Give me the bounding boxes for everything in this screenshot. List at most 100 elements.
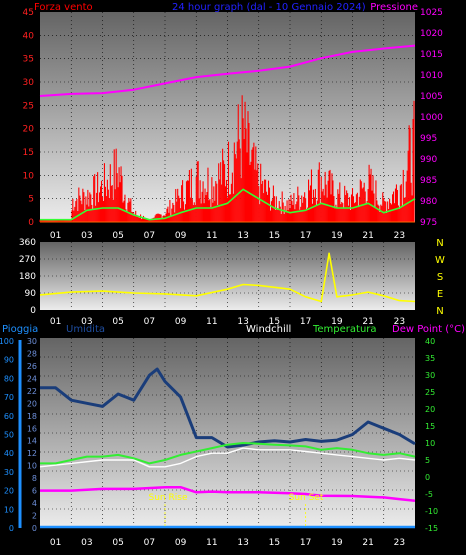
wind-speed-tick: 45 — [23, 8, 34, 18]
x-tick-label: 23 — [394, 317, 405, 327]
x-tick-label: 09 — [175, 317, 187, 327]
humidity-tick: 10 — [27, 462, 37, 471]
temperature-tick: 20 — [425, 405, 435, 414]
x-tick-label: 01 — [50, 231, 61, 241]
x-tick-label: 01 — [50, 538, 61, 548]
wind-dir-tick: 270 — [19, 255, 36, 265]
x-tick-label: 19 — [331, 317, 343, 327]
wind-direction-line — [39, 252, 416, 303]
x-tick-label: 23 — [394, 231, 405, 241]
temperature-tick: 30 — [425, 371, 435, 380]
rain-tick: 70 — [4, 393, 14, 402]
humidity-tick: 0 — [32, 524, 37, 533]
temperature-tick: 5 — [425, 456, 430, 465]
humidity-tick: 12 — [27, 449, 37, 458]
x-tick-label: 19 — [331, 231, 343, 241]
x-tick-label: 05 — [112, 538, 123, 548]
pressure-tick: 1000 — [420, 113, 443, 123]
x-tick-label: 07 — [144, 231, 155, 241]
humidity-tick: 18 — [27, 412, 37, 421]
chart-title: 24 hour graph (dal - 10 Gennaio 2024) — [172, 2, 366, 13]
temperature-tick: 25 — [425, 388, 435, 397]
x-tick-label: 13 — [237, 538, 248, 548]
x-tick-label: 03 — [81, 231, 92, 241]
temperature-tick: 35 — [425, 354, 435, 363]
x-tick-label: 19 — [331, 538, 343, 548]
temp-panel-series — [39, 367, 416, 529]
rain-tick: 40 — [4, 449, 14, 458]
x-tick-label: 09 — [175, 538, 187, 548]
pressure-tick: 985 — [420, 176, 437, 186]
temperature-tick: -10 — [425, 507, 438, 516]
humidity-tick: 6 — [32, 487, 37, 496]
x-tick-label: 11 — [206, 231, 217, 241]
pressure-title: Pressione — [370, 2, 418, 13]
pressure-line — [39, 44, 416, 97]
temperature-tick: -5 — [425, 490, 433, 499]
wind-speed-tick: 15 — [23, 148, 34, 158]
pressure-tick: 980 — [420, 197, 437, 207]
x-tick-label: 21 — [362, 231, 373, 241]
pressure-tick: 990 — [420, 155, 437, 165]
wind-average-line — [40, 188, 416, 221]
pressure-tick: 1005 — [420, 92, 443, 102]
compass-label: E — [437, 289, 443, 300]
x-tick-label: 13 — [237, 231, 248, 241]
humidity-title: Umidita — [66, 324, 105, 335]
rain-tick: 20 — [4, 487, 14, 496]
wind-speed-tick: 0 — [28, 218, 34, 228]
compass-label: S — [437, 272, 443, 283]
windchill-line — [39, 447, 416, 468]
temp-panel-ticks: 1009080706050403020100302826242220181614… — [0, 337, 438, 548]
wind-speed-tick: 20 — [23, 125, 35, 135]
temperatura-line — [40, 442, 416, 465]
pressure-tick: 995 — [420, 134, 437, 144]
humidity-tick: 8 — [32, 474, 37, 483]
rain-tick: 90 — [4, 356, 14, 365]
x-tick-label: 03 — [81, 538, 92, 548]
compass-label: N — [436, 306, 443, 317]
wind-speed-tick: 25 — [23, 101, 34, 111]
x-tick-label: 07 — [144, 538, 155, 548]
wind-panel-series — [39, 44, 416, 223]
x-tick-label: 11 — [206, 317, 217, 327]
humidity-tick: 26 — [27, 362, 37, 371]
temperature-tick: 40 — [425, 337, 435, 346]
rain-tick: 0 — [9, 524, 14, 533]
x-tick-label: 21 — [362, 317, 373, 327]
x-tick-label: 17 — [300, 231, 311, 241]
humidity-tick: 30 — [27, 337, 37, 346]
pressure-tick: 1015 — [420, 50, 443, 60]
humidity-tick: 20 — [27, 399, 37, 408]
x-tick-label: 13 — [237, 317, 248, 327]
wind-dir-tick: 0 — [30, 306, 36, 316]
x-tick-label: 03 — [81, 317, 92, 327]
sunrise-label: Sun Rise — [149, 493, 188, 503]
wind-panel-ticks: 45 40 35 30 25 20 15 10 5 0 1025 1020 1015 1010 1005 10… — [23, 8, 444, 241]
rain-tick: 50 — [4, 431, 14, 440]
x-tick-label: 09 — [175, 231, 187, 241]
humidity-tick: 24 — [27, 374, 37, 383]
rain-title: Pioggia — [2, 324, 38, 335]
humidity-tick: 16 — [27, 424, 37, 433]
rain-tick: 100 — [0, 337, 14, 346]
x-tick-label: 17 — [300, 538, 311, 548]
humidity-tick: 22 — [27, 387, 37, 396]
x-tick-label: 15 — [269, 317, 280, 327]
dew-point-line — [40, 485, 416, 503]
humidity-tick: 14 — [27, 437, 37, 446]
compass-label: W — [435, 255, 445, 266]
rain-tick: 10 — [4, 505, 14, 514]
pressure-tick: 1025 — [420, 8, 443, 18]
wind-dir-tick: 360 — [19, 238, 36, 248]
wind-dir-series — [39, 252, 416, 303]
rain-tick: 80 — [4, 374, 14, 383]
temperature-tick: 10 — [425, 439, 435, 448]
wind-dir-tick: 180 — [19, 272, 36, 282]
humidity-tick: 4 — [32, 499, 37, 508]
temperature-tick: 0 — [425, 473, 430, 482]
x-tick-label: 17 — [300, 317, 311, 327]
temperature-tick: 15 — [425, 422, 435, 431]
